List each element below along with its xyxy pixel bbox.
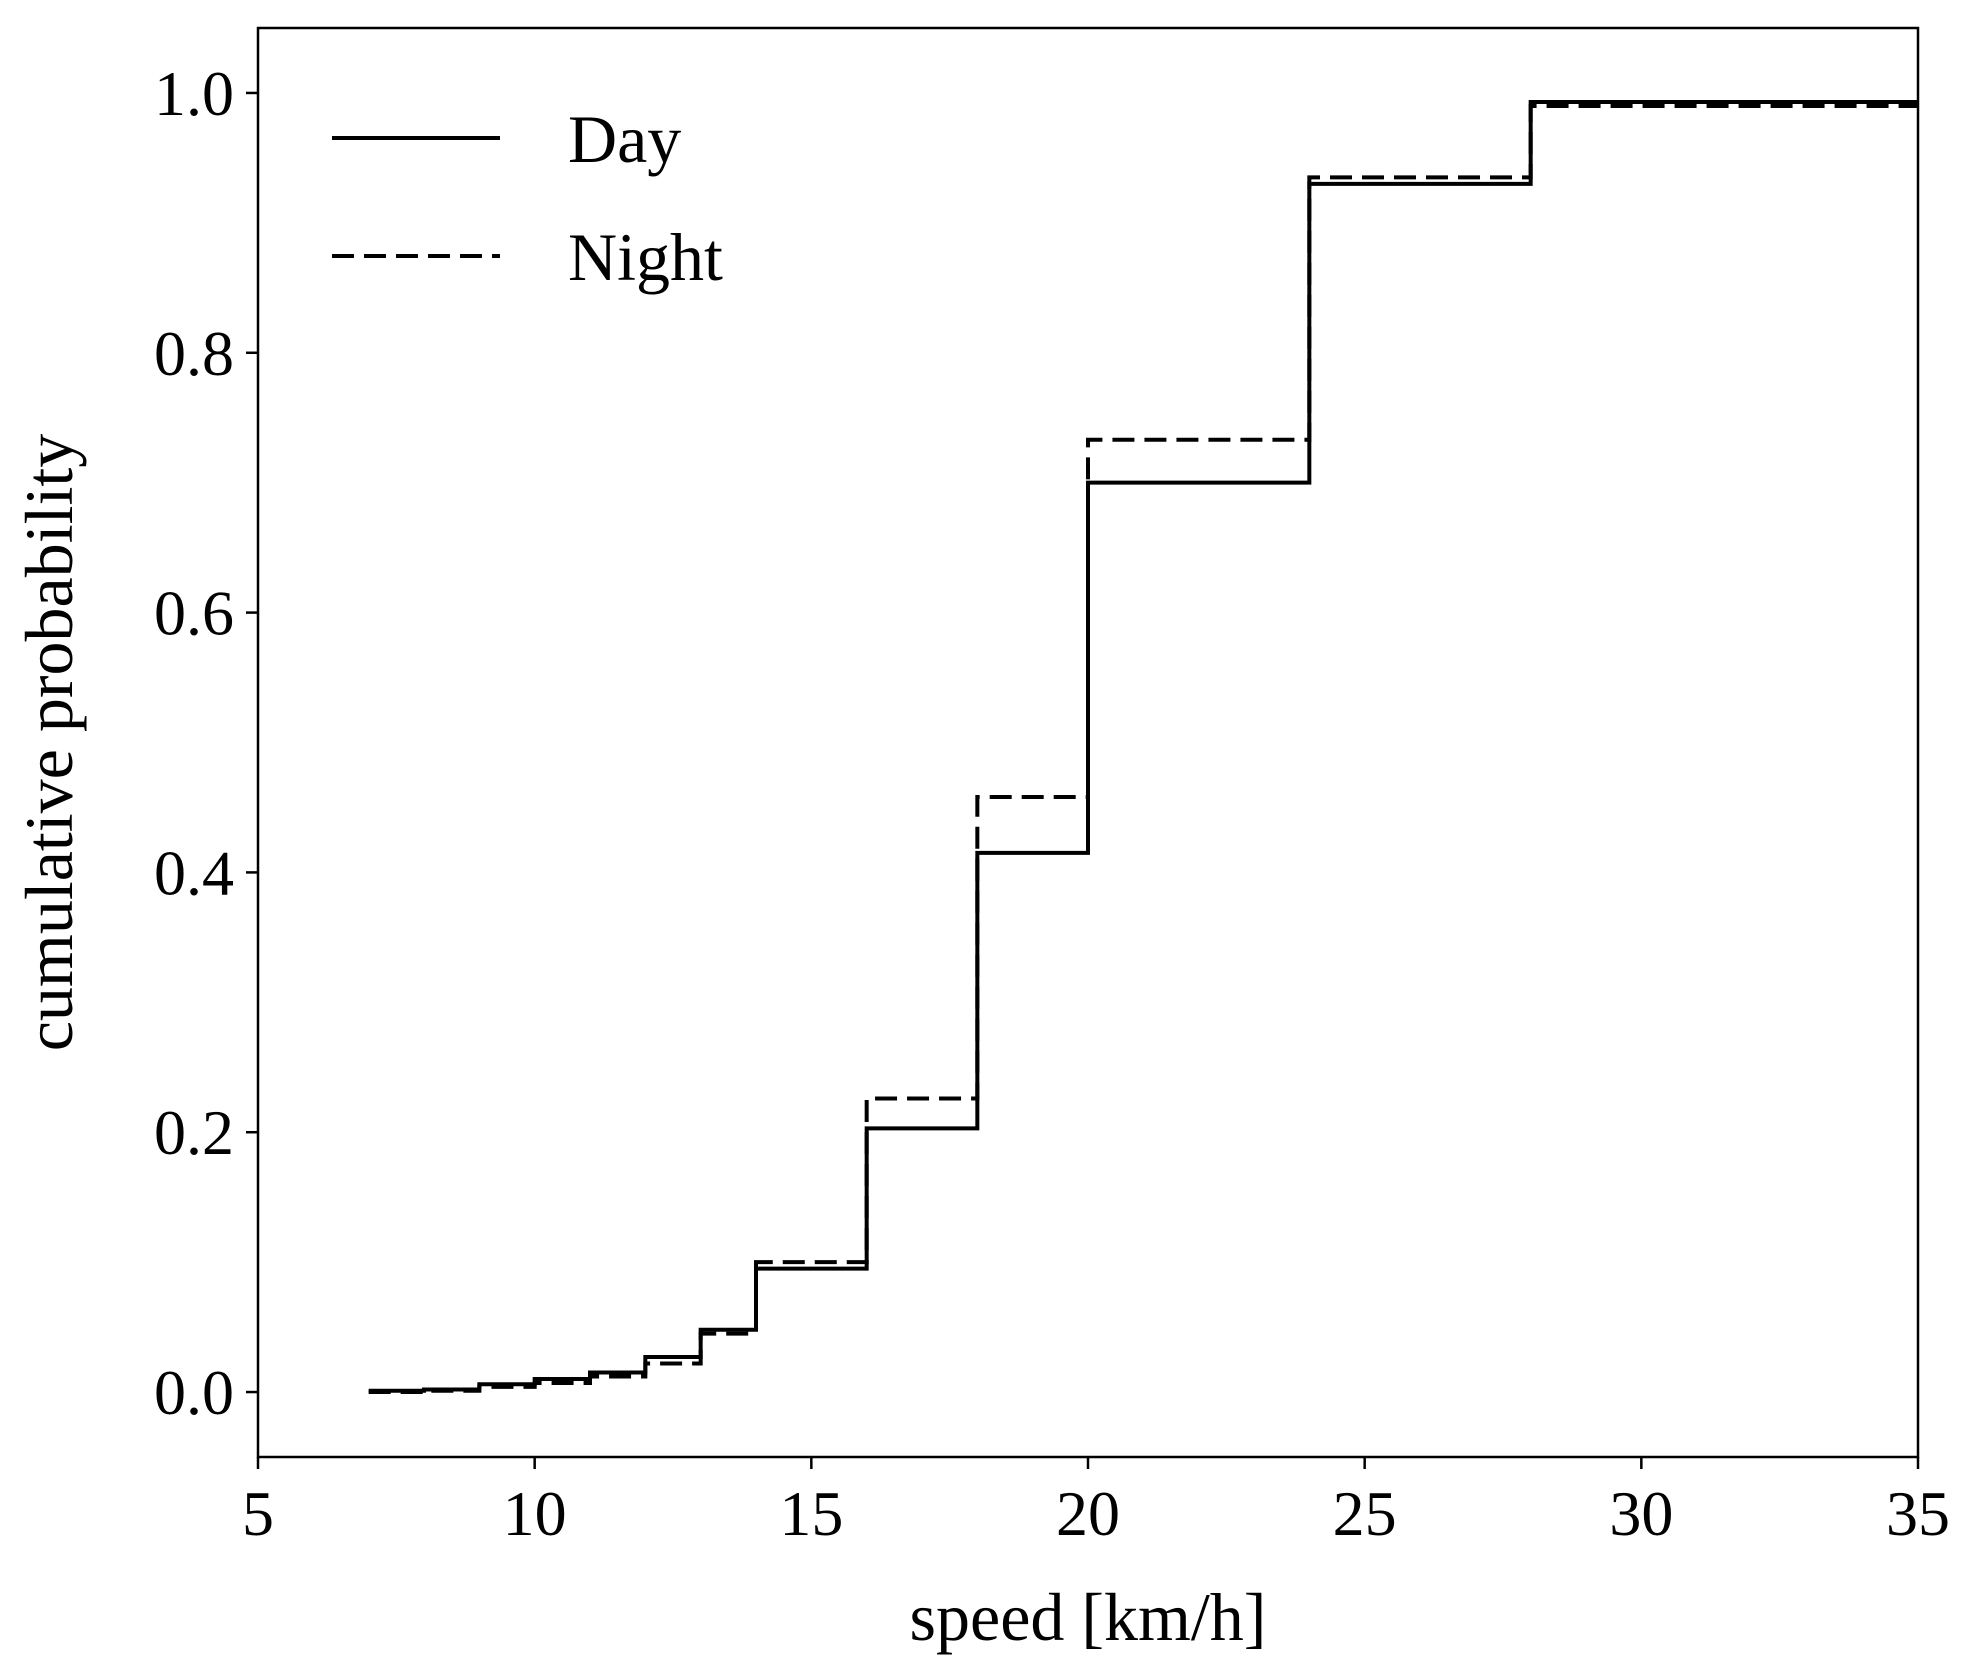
y-tick-label: 1.0	[154, 58, 234, 129]
y-tick-label: 0.0	[154, 1357, 234, 1428]
x-tick-label: 35	[1886, 1478, 1950, 1549]
y-axis-ticks: 0.0 0.2 0.4 0.6 0.8 1.0	[154, 58, 258, 1428]
legend-label-night: Night	[568, 219, 723, 295]
x-tick-label: 30	[1609, 1478, 1673, 1549]
series-layer	[368, 100, 1918, 1395]
y-tick-label: 0.6	[154, 578, 234, 649]
x-tick-label: 25	[1333, 1478, 1397, 1549]
legend-label-day: Day	[568, 101, 681, 177]
x-tick-label: 15	[779, 1478, 843, 1549]
x-tick-label: 20	[1056, 1478, 1120, 1549]
series-line-day	[368, 100, 1918, 1393]
x-tick-label: 10	[503, 1478, 567, 1549]
x-axis-ticks: 5 10 15 20 25 30 35	[242, 1457, 1950, 1549]
y-tick-label: 0.4	[154, 837, 234, 908]
y-tick-label: 0.8	[154, 318, 234, 389]
x-tick-label: 5	[242, 1478, 274, 1549]
x-axis-title: speed [km/h]	[910, 1579, 1267, 1655]
series-line-night	[368, 103, 1918, 1395]
legend: Day Night	[332, 101, 723, 295]
y-axis-title: cumulative probability	[11, 434, 87, 1052]
y-tick-label: 0.2	[154, 1097, 234, 1168]
